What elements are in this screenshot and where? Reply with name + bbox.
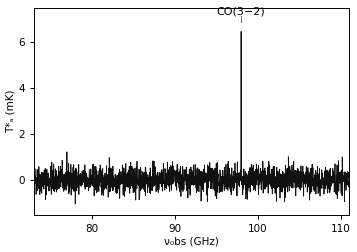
X-axis label: ν₀bs (GHz): ν₀bs (GHz)	[164, 236, 219, 246]
Text: CO(3−2): CO(3−2)	[217, 6, 266, 16]
Y-axis label: T*ₐ (mK): T*ₐ (mK)	[6, 89, 16, 133]
